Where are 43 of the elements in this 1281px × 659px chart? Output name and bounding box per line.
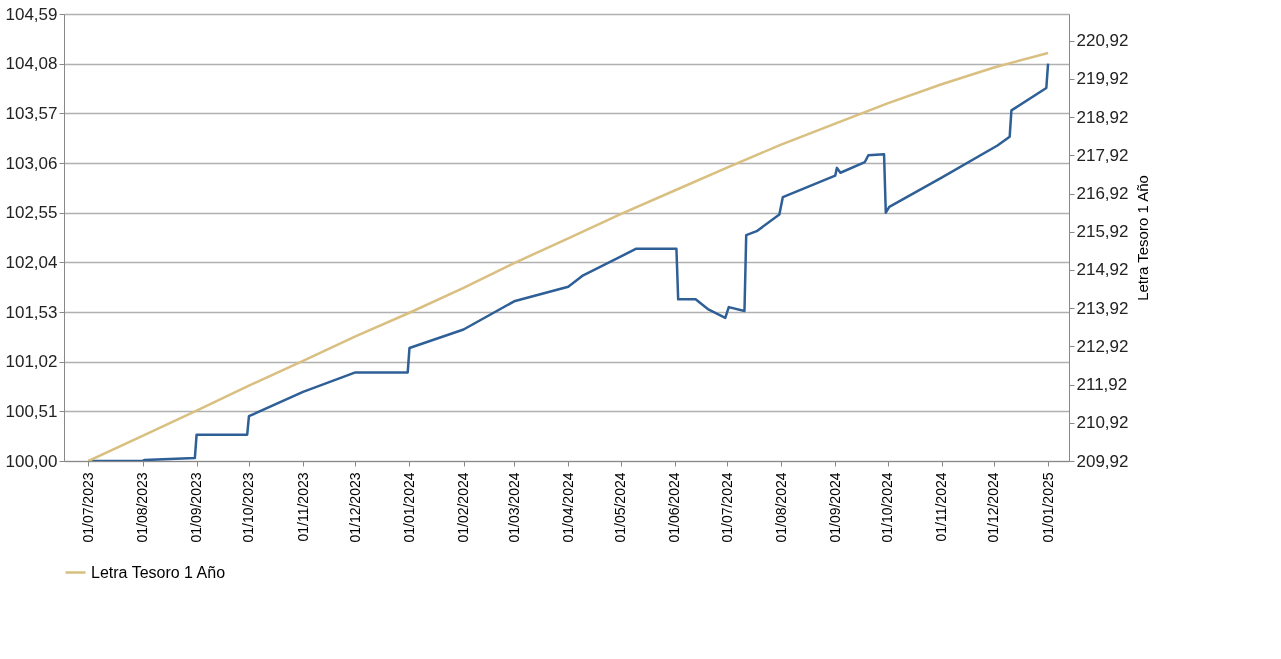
x-tick-label: 01/09/2024 [826, 472, 843, 543]
y2-tick-label: 210,92 [1076, 413, 1129, 433]
y-tick-label: 101,53 [5, 302, 58, 322]
y2-tick-label: 212,92 [1076, 336, 1129, 356]
y-tick-label: 104,59 [5, 4, 58, 24]
y2-axis-title: Letra Tesoro 1 Año [1134, 175, 1152, 301]
x-tick-label: 01/01/2024 [400, 472, 417, 543]
y2-tick-label: 211,92 [1076, 375, 1128, 395]
x-tick-label: 01/11/2024 [933, 472, 950, 542]
y-tick-label: 100,51 [5, 401, 58, 421]
y-tick-label: 104,08 [5, 54, 58, 74]
y2-tick-label: 214,92 [1076, 260, 1129, 280]
y2-tick-label: 217,92 [1076, 145, 1129, 165]
x-tick-label: 01/08/2024 [772, 472, 789, 543]
y-tick-label: 103,57 [5, 103, 58, 123]
x-tick-label: 01/03/2024 [505, 472, 522, 543]
x-tick-label: 01/11/2023 [294, 472, 311, 542]
y-tick-label: 102,04 [5, 252, 58, 272]
x-tick-label: 01/10/2023 [240, 472, 257, 543]
y-tick-label: 101,02 [5, 352, 58, 372]
x-tick-label: 01/07/2023 [79, 472, 96, 543]
x-tick-label: 01/12/2023 [346, 472, 363, 543]
x-tick-label: 01/10/2024 [879, 472, 896, 543]
x-tick-label: 01/04/2024 [559, 472, 576, 543]
y2-tick-label: 213,92 [1076, 298, 1129, 318]
y-tick-label: 102,55 [5, 203, 58, 223]
y2-tick-label: 215,92 [1076, 222, 1129, 242]
y2-tick-label: 220,92 [1076, 31, 1129, 51]
y2-tick-label: 216,92 [1076, 184, 1129, 204]
x-tick-label: 01/12/2024 [985, 472, 1002, 543]
y-tick-label: 100,00 [5, 451, 58, 471]
x-tick-label: 01/05/2024 [612, 472, 629, 543]
y2-tick-label: 218,92 [1076, 107, 1129, 127]
x-tick-label: 01/09/2023 [188, 472, 205, 543]
x-tick-label: 01/06/2024 [666, 472, 683, 543]
x-tick-label: 01/07/2024 [718, 472, 735, 543]
y-tick-label: 103,06 [5, 153, 58, 173]
y2-tick-label: 209,92 [1076, 451, 1129, 471]
x-tick-label: 01/02/2024 [455, 472, 472, 543]
y2-tick-label: 219,92 [1076, 69, 1129, 89]
legend-label: Letra Tesoro 1 Año [91, 563, 226, 581]
x-tick-label: 01/01/2025 [1039, 472, 1056, 543]
x-tick-label: 01/08/2023 [134, 472, 151, 543]
